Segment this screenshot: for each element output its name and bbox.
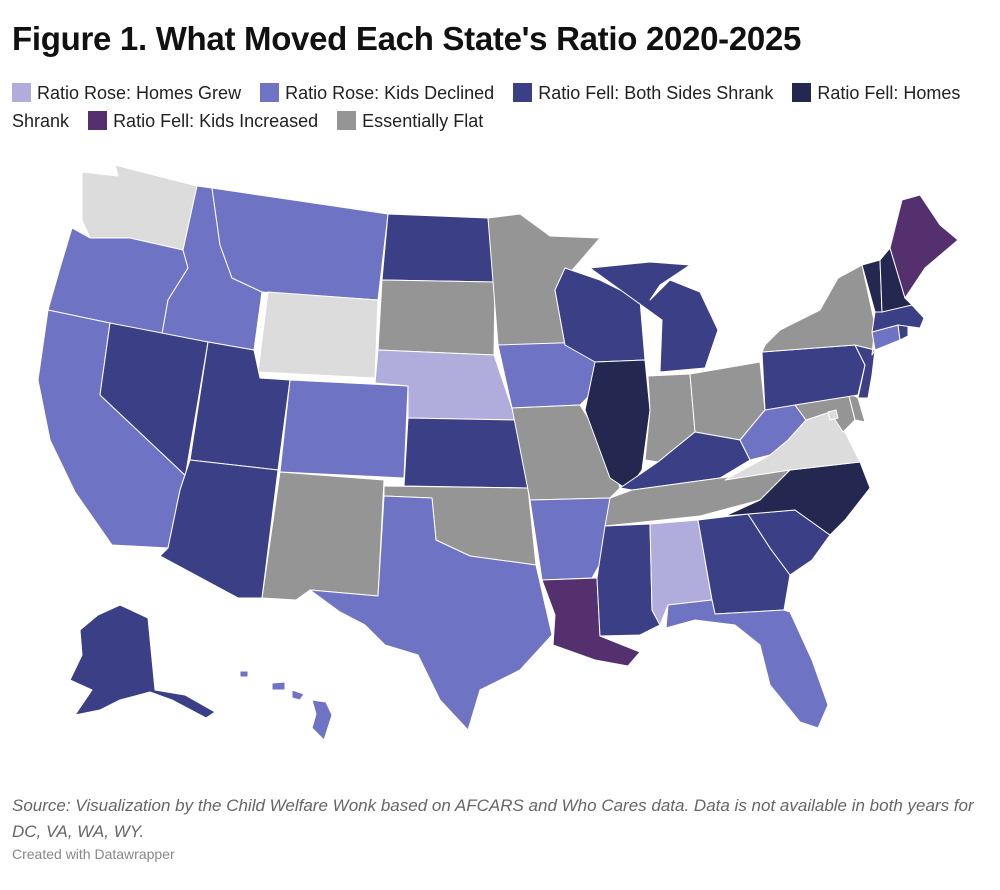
- legend-item-homes-grew: Ratio Rose: Homes Grew: [12, 83, 241, 103]
- state-ny[interactable]: [761, 264, 876, 356]
- legend-swatch: [12, 83, 31, 102]
- state-ar[interactable]: [529, 497, 611, 581]
- state-nm[interactable]: [261, 471, 385, 601]
- state-tx[interactable]: [309, 495, 553, 731]
- legend-item-kids-increased: Ratio Fell: Kids Increased: [88, 111, 318, 131]
- state-nd[interactable]: [381, 213, 496, 283]
- state-fl[interactable]: [665, 599, 829, 729]
- legend-item-flat: Essentially Flat: [337, 111, 483, 131]
- legend-swatch: [792, 83, 812, 102]
- legend-swatch: [337, 111, 357, 130]
- legend-label: Ratio Fell: Kids Increased: [113, 111, 319, 131]
- state-mi[interactable]: [589, 261, 719, 373]
- state-ak[interactable]: [69, 604, 216, 719]
- legend-swatch: [260, 83, 280, 102]
- state-wy[interactable]: [257, 291, 379, 379]
- state-me[interactable]: [889, 194, 959, 299]
- state-ks[interactable]: [403, 417, 529, 489]
- state-co[interactable]: [279, 379, 409, 479]
- legend-item-both-shrank: Ratio Fell: Both Sides Shrank: [513, 83, 773, 103]
- state-wa[interactable]: [81, 164, 198, 251]
- us-state-map: [37, 164, 959, 741]
- legend-label: Ratio Fell: Both Sides Shrank: [538, 83, 774, 103]
- state-hi[interactable]: [239, 670, 333, 741]
- legend-label: Essentially Flat: [362, 111, 484, 131]
- credit-link[interactable]: Created with Datawrapper: [12, 846, 175, 862]
- legend-label: Ratio Rose: Homes Grew: [37, 83, 242, 103]
- state-az[interactable]: [159, 459, 279, 599]
- legend-swatch: [513, 83, 533, 102]
- source-note: Source: Visualization by the Child Welfa…: [12, 796, 974, 841]
- legend: Ratio Rose: Homes Grew Ratio Rose: Kids …: [12, 79, 987, 135]
- legend-item-kids-declined: Ratio Rose: Kids Declined: [260, 83, 494, 103]
- state-dc[interactable]: [827, 409, 839, 421]
- chart-title: Figure 1. What Moved Each State's Ratio …: [12, 20, 802, 57]
- legend-label: Ratio Fell: Homes Shrank: [12, 83, 961, 131]
- state-sd[interactable]: [377, 279, 496, 356]
- legend-label: Ratio Rose: Kids Declined: [285, 83, 495, 103]
- legend-swatch: [88, 111, 108, 130]
- legend-item-homes-shrank: Ratio Fell: Homes Shrank: [12, 83, 960, 131]
